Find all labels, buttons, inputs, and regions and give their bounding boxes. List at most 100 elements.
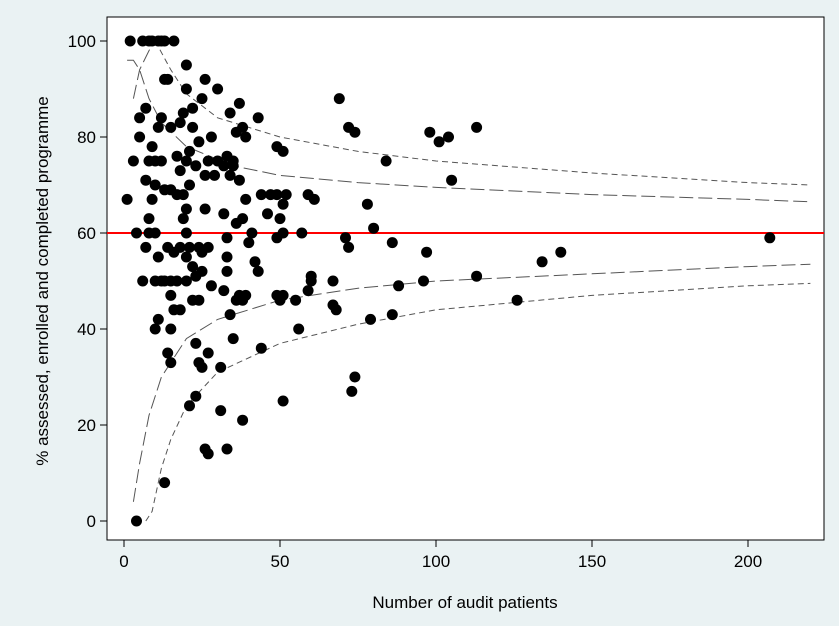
data-point xyxy=(252,265,264,277)
data-point xyxy=(249,256,261,268)
data-point xyxy=(240,289,252,301)
funnel-limit-line xyxy=(145,282,811,522)
data-point xyxy=(134,112,146,124)
data-point xyxy=(146,193,158,205)
data-point xyxy=(140,102,152,114)
data-point xyxy=(343,241,355,253)
data-point xyxy=(327,275,339,287)
funnel-limit-line xyxy=(154,40,811,186)
data-point xyxy=(277,289,289,301)
data-point xyxy=(277,395,289,407)
data-point xyxy=(196,93,208,105)
data-point xyxy=(180,275,192,287)
data-point xyxy=(168,35,180,47)
data-point xyxy=(243,237,255,249)
data-point xyxy=(131,227,142,239)
data-point xyxy=(218,285,230,297)
data-point xyxy=(193,294,205,306)
funnel-limit-line xyxy=(132,40,156,99)
data-point xyxy=(131,515,142,527)
y-tick-label: 60 xyxy=(77,224,96,243)
data-point xyxy=(152,121,164,133)
data-point xyxy=(209,169,220,181)
data-point xyxy=(196,265,208,277)
data-point xyxy=(199,203,211,215)
data-point xyxy=(177,189,189,201)
data-point xyxy=(180,59,192,71)
data-point xyxy=(174,241,186,253)
x-axis: 0 50 100 150 200 xyxy=(119,540,762,571)
data-point xyxy=(184,179,195,191)
data-point xyxy=(237,213,249,225)
data-point xyxy=(218,208,230,220)
data-point xyxy=(187,102,199,114)
data-point xyxy=(443,131,454,143)
data-point xyxy=(555,246,567,258)
data-point xyxy=(190,337,202,349)
x-tick-label: 150 xyxy=(578,552,606,571)
data-point xyxy=(277,227,289,239)
data-point xyxy=(224,107,236,119)
data-point xyxy=(193,136,205,148)
data-point xyxy=(121,193,133,205)
data-point xyxy=(159,35,171,47)
data-point xyxy=(155,155,167,167)
data-point xyxy=(180,83,192,95)
data-point xyxy=(346,385,358,397)
data-point xyxy=(171,275,183,287)
data-point xyxy=(162,73,174,85)
data-points xyxy=(121,35,776,527)
data-point xyxy=(199,169,211,181)
data-point xyxy=(290,294,302,306)
data-point xyxy=(180,227,192,239)
data-point xyxy=(162,347,174,359)
data-point xyxy=(187,261,199,273)
data-point xyxy=(180,155,192,167)
data-point xyxy=(333,93,345,105)
data-point xyxy=(433,136,445,148)
y-tick-label: 20 xyxy=(77,416,96,435)
data-point xyxy=(174,165,186,177)
data-point xyxy=(302,285,314,297)
data-point xyxy=(280,189,292,201)
data-point xyxy=(212,83,224,95)
data-point xyxy=(184,241,195,253)
data-point xyxy=(227,155,239,167)
data-point xyxy=(218,160,230,172)
data-point xyxy=(221,232,233,244)
data-point xyxy=(380,155,392,167)
data-point xyxy=(386,237,398,249)
data-point xyxy=(349,371,361,383)
data-point xyxy=(255,189,267,201)
data-point xyxy=(149,227,161,239)
data-point xyxy=(233,174,245,186)
data-point xyxy=(240,193,252,205)
data-point xyxy=(146,141,158,153)
data-point xyxy=(255,342,267,354)
data-point xyxy=(252,112,264,124)
data-point xyxy=(365,313,376,325)
x-tick-label: 200 xyxy=(734,552,762,571)
data-point xyxy=(277,198,289,210)
data-point xyxy=(246,227,258,239)
data-point xyxy=(165,323,177,335)
data-point xyxy=(393,280,405,292)
data-point xyxy=(262,208,273,220)
data-point xyxy=(221,251,233,263)
data-point xyxy=(224,169,236,181)
data-point xyxy=(421,246,433,258)
data-point xyxy=(152,313,164,325)
data-point xyxy=(764,232,776,244)
data-point xyxy=(237,414,249,426)
data-point xyxy=(274,213,286,225)
data-point xyxy=(446,174,458,186)
data-point xyxy=(140,174,152,186)
y-tick-label: 0 xyxy=(87,512,96,531)
funnel-limit-line xyxy=(132,263,811,502)
data-point xyxy=(224,309,236,321)
data-point xyxy=(471,121,483,133)
x-tick-label: 50 xyxy=(271,552,290,571)
data-point xyxy=(155,112,167,124)
data-point xyxy=(165,121,177,133)
